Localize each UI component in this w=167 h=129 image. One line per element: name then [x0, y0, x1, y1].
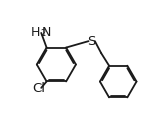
Text: 2: 2: [40, 29, 45, 38]
Text: N: N: [42, 26, 51, 39]
Text: Cl: Cl: [32, 82, 45, 95]
Text: S: S: [88, 35, 96, 48]
Text: H: H: [31, 26, 40, 39]
